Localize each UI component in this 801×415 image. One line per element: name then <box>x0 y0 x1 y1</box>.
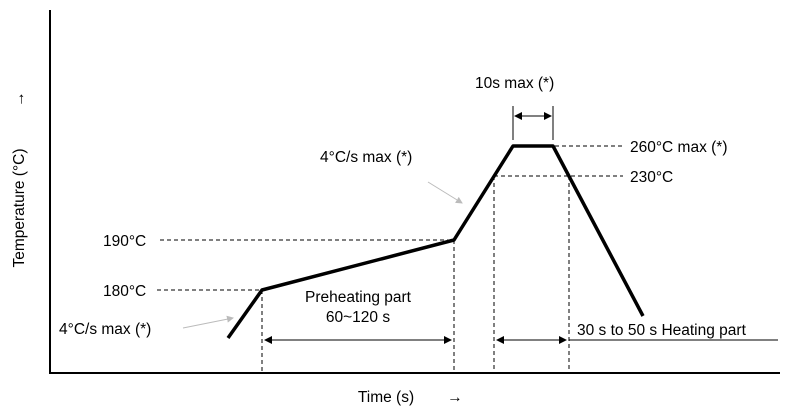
ramp2-leader-arrow <box>427 181 463 204</box>
label-preheat-duration: 60~120 s <box>326 309 390 326</box>
label-180c: 180°C <box>103 283 146 300</box>
temperature-profile-curve <box>226 144 645 340</box>
x-axis-label: Time (s) <box>358 389 414 406</box>
label-230c: 230°C <box>630 169 673 186</box>
label-heating-part: 30 s to 50 s Heating part <box>577 322 747 339</box>
label-260c-max: 260°C max (*) <box>630 139 728 156</box>
label-ramp1: 4°C/s max (*) <box>59 321 151 338</box>
y-axis-arrow: → <box>11 91 28 107</box>
label-peak-time: 10s max (*) <box>475 75 554 92</box>
label-ramp2: 4°C/s max (*) <box>320 149 412 166</box>
label-190c: 190°C <box>103 233 146 250</box>
axes-frame <box>49 10 780 374</box>
x-axis-arrow: → <box>447 389 463 406</box>
y-axis-label: Temperature (°C) <box>11 148 28 267</box>
label-preheat-title: Preheating part <box>305 289 412 306</box>
ramp1-leader-arrow <box>182 315 234 329</box>
